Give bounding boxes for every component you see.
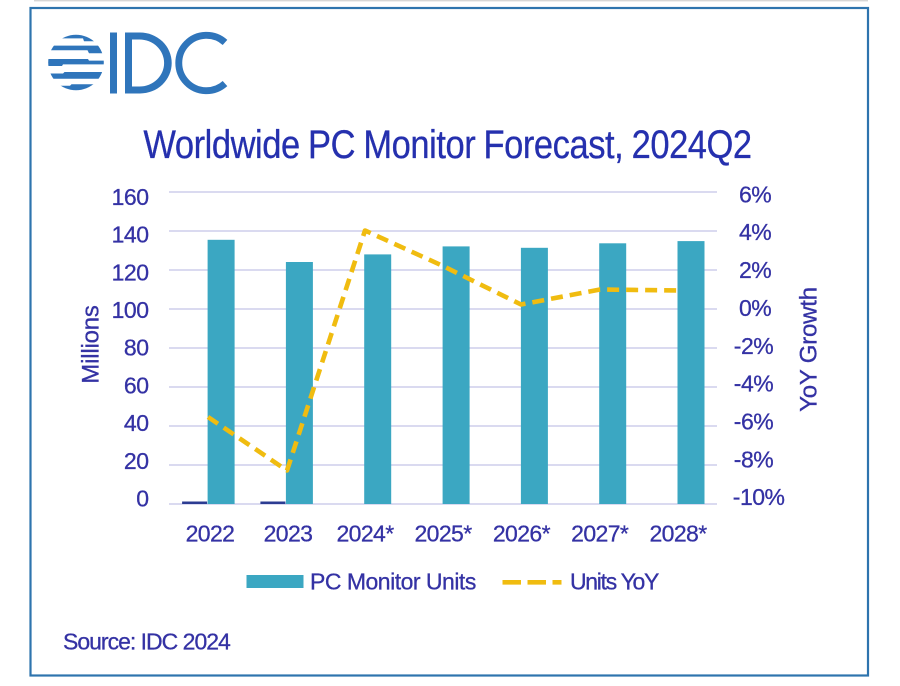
- svg-text:6%: 6%: [739, 181, 771, 207]
- svg-text:Units YoY: Units YoY: [570, 569, 659, 595]
- svg-text:-6%: -6%: [734, 408, 773, 434]
- svg-text:2022: 2022: [186, 521, 235, 547]
- svg-text:2025*: 2025*: [414, 521, 472, 547]
- svg-text:20: 20: [124, 448, 149, 474]
- svg-text:60: 60: [124, 372, 149, 398]
- svg-text:140: 140: [112, 222, 149, 248]
- svg-text:Millions: Millions: [78, 305, 105, 384]
- svg-text:Source: IDC 2024: Source: IDC 2024: [63, 629, 231, 655]
- svg-text:-4%: -4%: [734, 371, 773, 397]
- svg-text:2%: 2%: [739, 257, 771, 283]
- svg-text:100: 100: [112, 297, 149, 323]
- svg-text:-2%: -2%: [734, 333, 773, 359]
- svg-text:120: 120: [112, 259, 149, 285]
- svg-text:Worldwide PC Monitor Forecast,: Worldwide PC Monitor Forecast, 2024Q2: [143, 121, 751, 166]
- svg-text:0%: 0%: [739, 295, 771, 321]
- svg-text:YoY Growth: YoY Growth: [796, 287, 823, 412]
- svg-text:80: 80: [124, 335, 149, 361]
- svg-text:2024*: 2024*: [336, 521, 394, 547]
- svg-text:2023: 2023: [264, 521, 313, 547]
- svg-text:160: 160: [112, 184, 149, 210]
- svg-text:-10%: -10%: [733, 484, 785, 510]
- svg-text:2027*: 2027*: [571, 521, 629, 547]
- svg-text:2026*: 2026*: [493, 521, 551, 547]
- svg-text:40: 40: [124, 410, 149, 436]
- svg-text:PC Monitor Units: PC Monitor Units: [310, 569, 476, 595]
- svg-text:-8%: -8%: [734, 446, 773, 472]
- svg-text:2028*: 2028*: [649, 521, 707, 547]
- svg-text:0: 0: [136, 486, 148, 512]
- svg-text:4%: 4%: [739, 219, 771, 245]
